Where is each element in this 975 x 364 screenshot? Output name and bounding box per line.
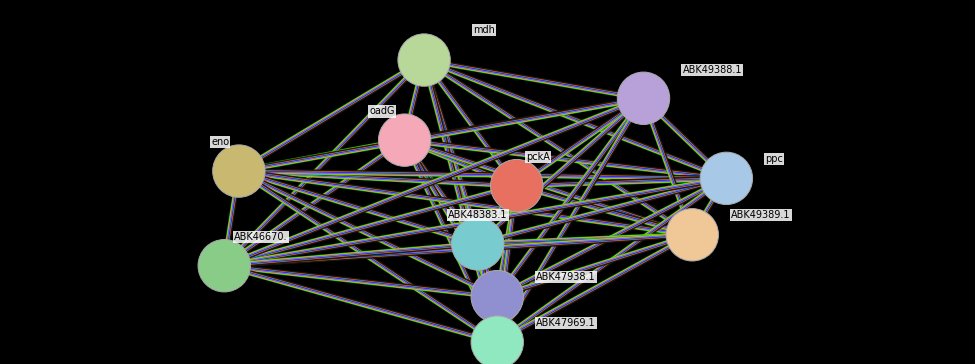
Text: ABK49388.1: ABK49388.1	[682, 65, 742, 75]
Ellipse shape	[490, 159, 543, 212]
Ellipse shape	[617, 72, 670, 124]
Text: ABK46670.: ABK46670.	[234, 232, 288, 242]
Text: mdh: mdh	[473, 25, 494, 35]
Ellipse shape	[471, 270, 524, 323]
Text: pckA: pckA	[526, 152, 550, 162]
Ellipse shape	[398, 34, 450, 86]
Ellipse shape	[198, 240, 251, 292]
Text: ABK47938.1: ABK47938.1	[536, 272, 596, 282]
Ellipse shape	[700, 152, 753, 205]
Text: eno: eno	[211, 138, 229, 147]
Ellipse shape	[471, 316, 524, 364]
Text: ABK49389.1: ABK49389.1	[731, 210, 791, 220]
Text: ABK48383.1: ABK48383.1	[448, 210, 508, 220]
Text: ppc: ppc	[765, 154, 783, 164]
Ellipse shape	[213, 145, 265, 197]
Ellipse shape	[451, 218, 504, 270]
Text: ABK47969.1: ABK47969.1	[536, 318, 596, 328]
Ellipse shape	[378, 114, 431, 166]
Ellipse shape	[666, 209, 719, 261]
Text: oadG: oadG	[370, 107, 395, 116]
